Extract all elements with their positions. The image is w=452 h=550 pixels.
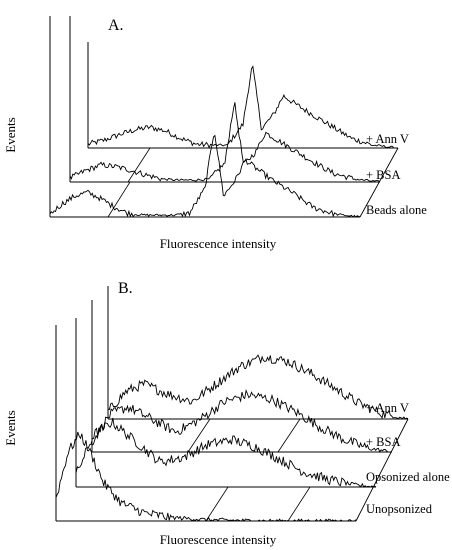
histogram-trace-unopsonized (55, 431, 357, 522)
panel-b-y-axis-label: Events (3, 410, 18, 445)
perspective-edge-right (355, 418, 409, 522)
panel-b-series-label-ann-v: + Ann V (366, 401, 409, 415)
panel-b-x-axis-label: Fluorescence intensity (160, 532, 277, 547)
perspective-guide-3 (277, 418, 301, 453)
perspective-edge-right (359, 147, 399, 218)
panel-b: B. Events Fluorescence intensity + Ann V… (3, 280, 450, 547)
panel-b-series-label-bsa: + BSA (366, 435, 401, 449)
histogram-trace-bsa (69, 102, 381, 183)
panel-b-traces (55, 354, 409, 522)
panel-a-y-axis-label: Events (3, 117, 18, 152)
panel-a-traces (49, 65, 398, 218)
panel-a: A. Events Fluorescence intensity + Ann V… (3, 16, 427, 251)
histogram-trace-ann-v (87, 65, 398, 149)
panel-a-letter: A. (108, 17, 124, 34)
histogram-trace-beads-alone (49, 134, 361, 218)
histogram-trace-ann-v (107, 354, 409, 420)
panel-b-letter: B. (118, 280, 133, 297)
panel-a-axes (49, 16, 399, 218)
perspective-guide-1 (287, 486, 311, 522)
perspective-guide-1 (107, 181, 131, 218)
perspective-guide-0 (205, 486, 229, 522)
panel-b-series-label-opsonized-alone: Opsonized alone (366, 470, 450, 484)
histogram-trace-bsa (91, 389, 392, 453)
perspective-guide-2 (187, 418, 211, 453)
panel-a-series-label-beads-alone: Beads alone (366, 203, 427, 217)
panel-b-series-label-unopsonized: Unopsonized (366, 502, 433, 516)
perspective-guide-0 (127, 147, 151, 183)
panel-a-series-label-ann-v: + Ann V (366, 132, 409, 146)
panel-a-series-label-bsa: + BSA (366, 168, 401, 182)
histogram-trace-opsonized-alone (75, 417, 377, 488)
panel-a-x-axis-label: Fluorescence intensity (160, 236, 277, 251)
